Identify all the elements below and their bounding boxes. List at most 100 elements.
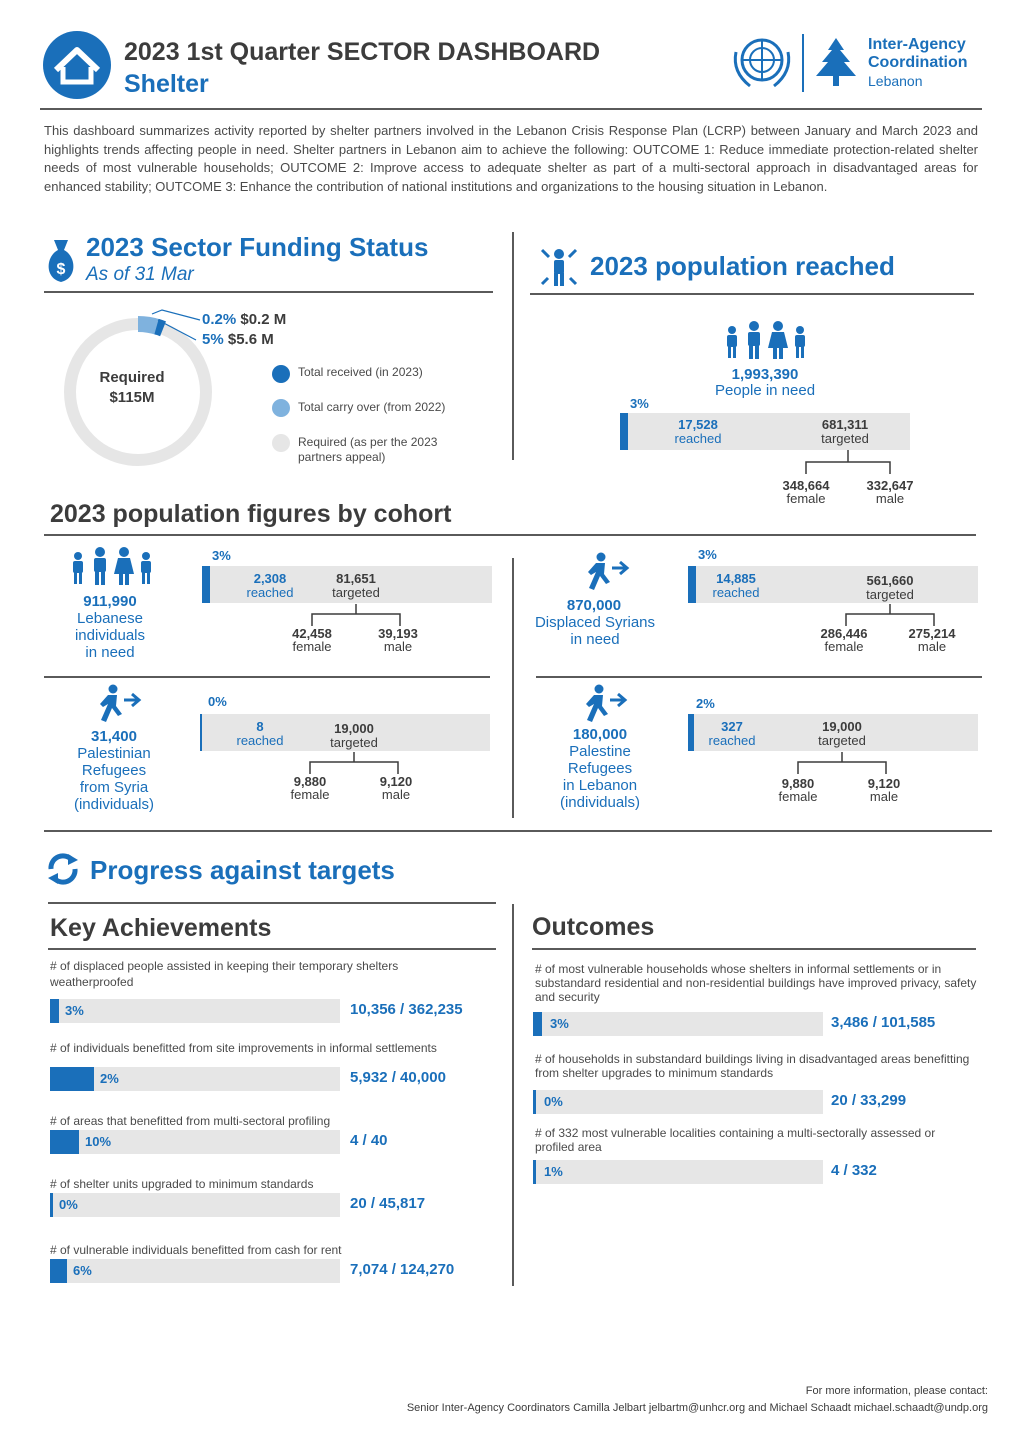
key-indicator-bar-fill bbox=[50, 1130, 79, 1154]
pin-value: 1,993,390 bbox=[731, 366, 799, 383]
cohort-row-divider-right bbox=[536, 676, 982, 678]
population-title: 2023 population reached bbox=[590, 251, 895, 281]
population-split-connector bbox=[805, 450, 891, 474]
outcome-indicator-pct: 3% bbox=[550, 1016, 569, 1031]
population-female-value: 348,664 bbox=[782, 478, 830, 493]
population-divider bbox=[530, 293, 974, 295]
key-indicator-bar: 0% bbox=[50, 1193, 340, 1217]
population-reached-value: 17,528 bbox=[678, 417, 718, 432]
outcomes-bottom-divider bbox=[532, 948, 976, 950]
legend-carry-swatch bbox=[272, 399, 290, 417]
outcome-indicator-label: # of households in substandard buildings… bbox=[535, 1052, 970, 1080]
key-bottom-divider bbox=[48, 948, 496, 950]
outcome-indicator-bar-fill bbox=[533, 1160, 536, 1184]
cohort-prl-name: Palestine Refugees in Lebanon (individua… bbox=[530, 743, 670, 811]
cohort-prs-connector bbox=[309, 752, 399, 774]
legend-required-swatch bbox=[272, 434, 290, 452]
cohort-center-divider bbox=[512, 558, 514, 818]
cohort-bar-fill bbox=[688, 714, 694, 751]
cohort-prl-male: 9,120 bbox=[867, 776, 901, 791]
intro-text: This dashboard summarizes activity repor… bbox=[44, 123, 978, 194]
funding-title: 2023 Sector Funding Status bbox=[86, 232, 429, 262]
cohort-prs-female: 9,880 bbox=[293, 774, 327, 789]
cohort-lebanese-male-label: male bbox=[383, 639, 413, 654]
key-top-divider bbox=[48, 902, 496, 904]
cohort-name-line: (individuals) bbox=[559, 794, 641, 811]
received-value: $0.2 M bbox=[240, 311, 287, 328]
cohort-lebanese-male: 39,193 bbox=[378, 626, 418, 641]
cohort-lebanese-reached: 2,308 bbox=[253, 571, 287, 586]
cohort-prs-targeted-label: targeted bbox=[330, 735, 378, 750]
outcome-indicator-label: # of most vulnerable households whose sh… bbox=[535, 962, 977, 1004]
received-annotation: 0.2% $0.2 M bbox=[202, 311, 286, 328]
cohort-section-title: 2023 population figures by cohort bbox=[50, 500, 452, 528]
cohort-syrians-targeted: 561,660 bbox=[866, 573, 914, 588]
funding-divider bbox=[44, 291, 493, 293]
cohort-name-line: Palestine bbox=[569, 743, 631, 760]
cohort-prs-reached: 8 bbox=[256, 719, 264, 734]
outcome-indicator-pct: 0% bbox=[544, 1094, 563, 1109]
cohort-row-divider-left bbox=[44, 676, 490, 678]
key-indicator-label: # of shelter units upgraded to minimum s… bbox=[50, 1177, 314, 1191]
displaced-person-icon bbox=[584, 552, 630, 592]
key-indicator-bar: 6% bbox=[50, 1259, 340, 1283]
progress-center-divider bbox=[512, 904, 514, 1286]
outcome-indicator-bar: 0% bbox=[533, 1090, 823, 1114]
carry-pct: 5% bbox=[202, 331, 224, 348]
population-female-label: female bbox=[786, 491, 826, 506]
cohort-lebanese-name: Lebanese individuals in need bbox=[40, 610, 180, 661]
cohort-lebanese-bar bbox=[202, 566, 492, 603]
page-subtitle: Shelter bbox=[124, 70, 209, 98]
cohort-syrians-pct: 3% bbox=[698, 547, 717, 562]
key-indicator-bar: 2% bbox=[50, 1067, 340, 1091]
key-indicator-label: # of areas that benefitted from multi-se… bbox=[50, 1114, 331, 1128]
cohort-lebanese-targeted-label: targeted bbox=[332, 585, 380, 600]
outcome-indicator-value: 20 / 33,299 bbox=[831, 1092, 907, 1109]
outcome-indicator-bar: 1% bbox=[533, 1160, 823, 1184]
cohort-divider bbox=[44, 534, 976, 536]
key-indicator-bar-fill bbox=[50, 999, 59, 1023]
outcomes-title: Outcomes bbox=[532, 913, 655, 941]
prl-person-icon bbox=[582, 684, 628, 724]
cohort-syrians-value: 870,000 bbox=[566, 597, 622, 614]
cohort-name-line: in Lebanon bbox=[562, 777, 638, 794]
cohort-prs-male: 9,120 bbox=[379, 774, 413, 789]
legend-received-label: Total received (in 2023) bbox=[298, 365, 423, 379]
cohort-prl-bar bbox=[688, 714, 978, 751]
key-achievements-title: Key Achievements bbox=[50, 914, 272, 942]
key-indicator-label: # of individuals benefitted from site im… bbox=[50, 1041, 437, 1055]
key-indicator-value: 5,932 / 40,000 bbox=[350, 1069, 446, 1086]
cohort-lebanese-pct: 3% bbox=[212, 548, 231, 563]
cedar-icon bbox=[810, 36, 862, 88]
key-indicator-pct: 0% bbox=[59, 1197, 78, 1212]
population-male-label: male bbox=[875, 491, 905, 506]
required-value: $115M bbox=[109, 389, 155, 406]
cohort-bar-fill bbox=[688, 566, 696, 603]
cohort-lebanese-targeted: 81,651 bbox=[336, 571, 376, 586]
cohort-name-line: Refugees bbox=[567, 760, 633, 777]
key-indicator-label: # of vulnerable individuals benefitted f… bbox=[50, 1243, 342, 1257]
cohort-prs-name: Palestinian Refugees from Syria (individ… bbox=[44, 745, 184, 813]
outcome-indicator-pct: 1% bbox=[544, 1164, 563, 1179]
outcome-indicator-bar: 3% bbox=[533, 1012, 823, 1036]
key-indicator-bar-fill bbox=[50, 1193, 53, 1217]
required-label: Required bbox=[99, 369, 165, 386]
outcome-indicator-bar-fill bbox=[533, 1090, 536, 1114]
cohort-name-line: in need bbox=[85, 644, 135, 661]
svg-text:$: $ bbox=[57, 261, 66, 278]
family-icon bbox=[724, 320, 808, 360]
cohort-prl-female-label: female bbox=[778, 789, 818, 804]
footer-contact-line-1: For more information, please contact: bbox=[805, 1385, 988, 1397]
pin-label: People in need bbox=[714, 382, 816, 399]
key-indicator-pct: 6% bbox=[73, 1263, 92, 1278]
logo-line-2: Coordination bbox=[868, 54, 968, 71]
cohort-prl-reached: 327 bbox=[721, 719, 743, 734]
shelter-logo-icon bbox=[42, 30, 112, 100]
cohort-prl-reached-label: reached bbox=[708, 733, 756, 748]
received-pct: 0.2% bbox=[202, 311, 237, 328]
cohort-name-line: Lebanese bbox=[77, 610, 143, 627]
donut-received-slice bbox=[154, 318, 166, 337]
iac-logo-text: Inter-Agency Coordination Lebanon bbox=[868, 36, 968, 90]
key-indicator-value: 20 / 45,817 bbox=[350, 1195, 426, 1212]
logo-line-1: Inter-Agency bbox=[868, 36, 966, 53]
